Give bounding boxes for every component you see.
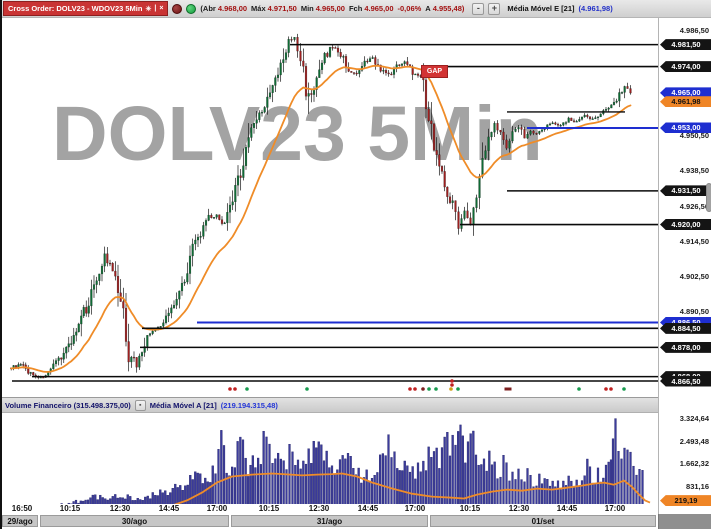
axis-tick-label: 1.662,32 — [679, 459, 709, 469]
volume-ma-value: (219.194.315,48) — [220, 400, 278, 410]
time-label: 12:30 — [308, 504, 330, 513]
ohlc-field-value: 4.968,00 — [217, 4, 248, 13]
time-label: 12:30 — [109, 504, 131, 513]
time-label: 10:15 — [459, 504, 481, 513]
date-box: 01/set — [430, 515, 656, 527]
date-box: 31/ago — [231, 515, 428, 527]
time-label: 17:00 — [206, 504, 228, 513]
price-tag: 4.961,98 — [660, 96, 711, 108]
date-box: 30/ago — [40, 515, 229, 527]
price-tag: 4.974,00 — [660, 61, 711, 73]
price-tag: 4.920,00 — [660, 219, 711, 230]
price-tag: 4.866,50 — [660, 375, 711, 387]
decrease-button[interactable]: - — [472, 2, 485, 15]
price-ma-value: (4.961,98) — [578, 4, 613, 13]
volume-pane-header: Volume Financeiro (315.498.375,00) ▪ Méd… — [2, 397, 711, 413]
time-label: 14:45 — [158, 504, 180, 513]
time-label: 17:00 — [604, 504, 626, 513]
price-tag: 219,19 — [660, 495, 711, 507]
scrollbar-thumb[interactable] — [706, 183, 711, 212]
ohlc-field-value: 4.965,00 — [364, 4, 394, 13]
price-tag: 4.886,50 — [660, 317, 711, 328]
settings-icon[interactable]: ✳ — [145, 5, 152, 13]
ohlc-field-label: Máx — [251, 4, 266, 13]
gap-marker: GAP — [421, 65, 448, 78]
chart-title-tab[interactable]: Cross Order: DOLV23 - WDOV23 5Min ✳ | × — [3, 1, 169, 16]
time-label: 14:45 — [357, 504, 379, 513]
volume-ma-label: Média Móvel A [21] — [149, 400, 217, 410]
price-chart-canvas[interactable] — [2, 18, 658, 397]
axis-tick-label: 4.890,50 — [679, 306, 709, 316]
chart-title: Cross Order: DOLV23 - WDOV23 5Min — [8, 4, 143, 13]
ohlc-field-label: A — [425, 4, 431, 13]
volume-pane-button[interactable]: ▪ — [134, 399, 146, 411]
date-box: 29/ago — [2, 515, 38, 527]
ohlc-field-value: -0,06% — [397, 4, 422, 13]
increase-button[interactable]: + — [488, 2, 501, 15]
price-tag: 4.931,50 — [660, 185, 711, 197]
axis-corner — [658, 514, 711, 529]
market-phase-green-icon — [186, 3, 197, 14]
axis-tick-label: 3.324,64 — [679, 414, 709, 424]
volume-indicator-label: Volume Financeiro (315.498.375,00) — [5, 400, 131, 410]
close-icon[interactable]: × — [159, 5, 164, 12]
price-ma-label: Média Móvel E [21] — [507, 4, 575, 13]
time-label: 12:30 — [508, 504, 530, 513]
ohlc-field-label: (Abr — [200, 4, 216, 13]
axis-tick-label: 4.902,50 — [679, 271, 709, 281]
ohlc-field-label: Fch — [348, 4, 363, 13]
title-separator: | — [154, 5, 157, 12]
time-label: 16:50 — [11, 504, 33, 513]
ohlc-field-label: Min — [300, 4, 314, 13]
time-axis[interactable]: 16:50 10:15 12:30 14:45 17:00 10:15 12:30 14:45… — [2, 504, 658, 514]
price-tag: 4.884,50 — [660, 322, 711, 334]
ohlc-field-value: 4.971,50 — [267, 4, 297, 13]
ohlc-field-value: 4.965,00 — [315, 4, 345, 13]
time-label: 10:15 — [258, 504, 280, 513]
axis-tick-label: 831,16 — [686, 482, 709, 491]
axis-tick-label: 4.950,50 — [679, 131, 709, 141]
axis-tick-label: 4.986,50 — [679, 26, 709, 35]
ohlc-field-value: 4.955,48) — [432, 4, 465, 13]
axis-tick-label: 2.493,48 — [679, 436, 709, 446]
price-tag: 4.878,00 — [660, 341, 711, 353]
symbol-watermark: DOLV23 5Min — [52, 91, 543, 177]
chart-header-bar: Cross Order: DOLV23 - WDOV23 5Min ✳ | × … — [2, 0, 711, 18]
time-label: 10:15 — [59, 504, 81, 513]
axis-tick-label: 4.926,50 — [679, 201, 709, 211]
time-label: 14:45 — [556, 504, 578, 513]
axis-tick-label: 4.914,50 — [679, 236, 709, 246]
market-phase-red-icon — [172, 3, 183, 14]
price-tag: 4.965,00 — [660, 87, 711, 99]
price-tag: 4.981,50 — [660, 39, 711, 51]
ohlc-summary: (Abr 4.968,00 Máx 4.971,50 Min 4.965,00 Fch 4.9… — [200, 4, 468, 13]
price-tag: 4.953,00 — [660, 122, 711, 134]
time-label: 17:00 — [404, 504, 426, 513]
volume-chart-canvas[interactable] — [2, 413, 658, 505]
axis-tick-label: 4.938,50 — [679, 166, 709, 176]
price-axis[interactable]: 4.986,50 4.950,50 4.938,50 4.926,50 4.914,50… — [658, 18, 711, 514]
date-axis: 29/ago 30/ago 31/ago 01/set — [2, 514, 658, 529]
